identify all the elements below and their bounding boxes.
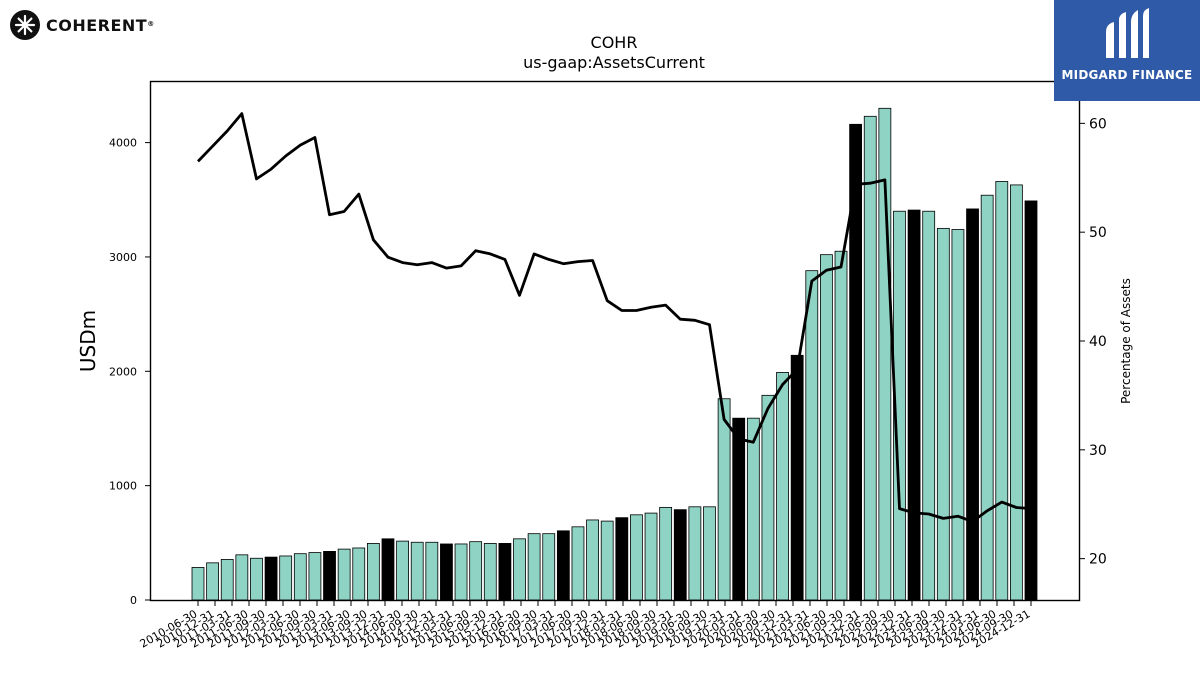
bar-2014-12-31 xyxy=(454,543,468,601)
y-tick-label: 0 xyxy=(130,594,137,607)
bar-2020-03-31 xyxy=(761,394,775,601)
bar-2020-09-30 xyxy=(790,354,804,601)
bar-2021-06-30 xyxy=(834,250,848,601)
bar-2020-12-31 xyxy=(805,270,819,601)
bar-2014-03-31 xyxy=(410,541,424,601)
bar-2019-09-30 xyxy=(732,417,746,601)
y-tick-label: 2000 xyxy=(109,365,137,378)
bar-2022-12-31 xyxy=(922,210,936,601)
midgard-finance-logo: MIDGARD FINANCE xyxy=(1054,0,1200,101)
bar-2011-06-30 xyxy=(250,557,263,601)
bar-2021-09-30 xyxy=(849,123,863,601)
bar-2016-03-31 xyxy=(527,533,541,601)
bar-2023-09-30 xyxy=(966,208,979,601)
coherent-starburst-icon xyxy=(10,10,40,40)
bar-2010-12-31 xyxy=(220,559,234,601)
midgard-m-icon xyxy=(1106,8,1149,58)
bar-2016-06-30 xyxy=(542,533,556,601)
bar-2021-03-31 xyxy=(820,254,833,601)
bar-2020-06-30 xyxy=(776,372,789,601)
right-axis-ticks: 20 30 40 50 60 xyxy=(1079,116,1107,568)
chart-subtitle: us-gaap:AssetsCurrent xyxy=(523,53,705,72)
bar-2012-09-30 xyxy=(323,551,336,601)
bar-2024-09-30 xyxy=(1024,200,1038,601)
bar-2011-12-31 xyxy=(279,555,293,601)
bar-2019-12-31 xyxy=(746,417,760,601)
bar-2011-09-30 xyxy=(264,556,278,601)
bar-2010-09-30 xyxy=(206,562,220,601)
bar-2018-03-31 xyxy=(644,512,658,601)
chart-title: COHR xyxy=(591,33,638,52)
bar-2014-06-30 xyxy=(425,541,439,601)
bar-2017-09-30 xyxy=(615,517,629,601)
bar-2012-03-31 xyxy=(293,553,307,601)
left-axis-ticks: 0 1000 2000 3000 4000 xyxy=(109,137,151,607)
bar-2018-06-30 xyxy=(659,506,673,601)
bar-2023-03-31 xyxy=(936,227,950,601)
bar-2012-12-31 xyxy=(337,548,351,601)
bar-2017-03-31 xyxy=(586,519,599,601)
bar-2015-03-31 xyxy=(469,541,483,601)
bar-2019-03-31 xyxy=(703,506,716,601)
bar-2013-03-31 xyxy=(352,547,366,601)
y2-tick-label: 50 xyxy=(1089,225,1107,241)
bar-2022-09-30 xyxy=(907,209,921,601)
y-tick-label: 1000 xyxy=(109,480,137,493)
y2-tick-label: 20 xyxy=(1089,552,1107,568)
y-tick-label: 4000 xyxy=(109,137,137,150)
coherent-logo: COHERENT ® xyxy=(10,10,155,40)
bar-2013-09-30 xyxy=(381,538,395,601)
bar-2017-12-31 xyxy=(630,514,643,601)
bar-2024-06-30 xyxy=(1009,184,1023,601)
bar-2015-12-31 xyxy=(513,538,526,601)
bar-2015-06-30 xyxy=(483,542,497,601)
y-tick-label: 3000 xyxy=(109,251,137,264)
bar-2023-06-30 xyxy=(951,229,965,601)
bar-2013-12-31 xyxy=(396,540,409,601)
bar-2014-09-30 xyxy=(440,543,453,601)
y-axis-label: USDm xyxy=(76,310,100,372)
y2-axis-label: Percentage of Assets xyxy=(1119,278,1133,404)
bar-2013-06-30 xyxy=(366,542,380,601)
bars-group xyxy=(191,107,1038,601)
percentage-of-assets-line xyxy=(196,112,1032,523)
bar-2016-12-31 xyxy=(571,526,585,601)
bar-2010-06-30 xyxy=(191,567,205,601)
y2-tick-label: 40 xyxy=(1089,334,1107,350)
y2-tick-label: 60 xyxy=(1089,116,1107,132)
midgard-finance-wordmark: MIDGARD FINANCE xyxy=(1061,68,1193,82)
bar-2015-09-30 xyxy=(498,542,512,601)
coherent-wordmark: COHERENT xyxy=(46,15,148,35)
bar-2018-09-30 xyxy=(673,509,687,601)
bar-2019-06-30 xyxy=(717,398,731,601)
bar-2011-03-31 xyxy=(235,554,249,601)
bar-2023-12-31 xyxy=(980,194,994,601)
bar-2017-06-30 xyxy=(600,520,614,601)
bar-2018-12-31 xyxy=(688,506,702,601)
x-axis-ticks: 2010-06-302010-12-312011-03-312011-06-30… xyxy=(138,600,1033,651)
y2-tick-label: 30 xyxy=(1089,443,1107,459)
bar-2021-12-31 xyxy=(863,115,877,601)
bar-2016-09-30 xyxy=(556,530,570,601)
bar-2024-03-31 xyxy=(995,181,1009,601)
bar-2012-06-30 xyxy=(308,552,322,601)
